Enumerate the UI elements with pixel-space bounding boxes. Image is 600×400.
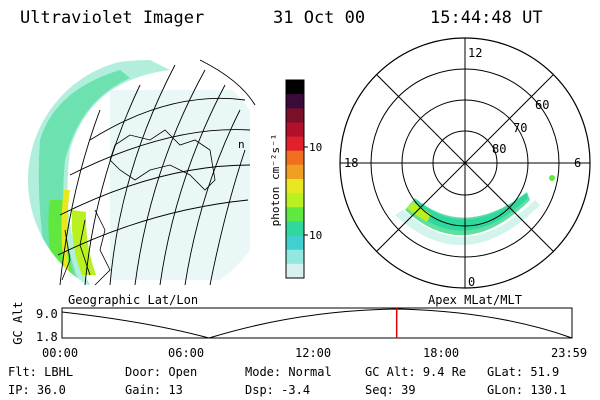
status-gain: Gain: 13	[125, 383, 183, 397]
timeline-xtick-3: 18:00	[423, 346, 460, 360]
status-dsp: Dsp: -3.4	[245, 383, 311, 397]
colorbar-cell	[286, 164, 304, 180]
colorbar-cell	[286, 150, 304, 166]
colorbar-cell	[286, 207, 304, 222]
colorbar-cell	[286, 94, 304, 109]
lat-label-60: 60	[535, 98, 549, 112]
timeline-xtick-2: 12:00	[295, 346, 332, 360]
mlt-label-6: 6	[574, 156, 581, 170]
svg-text:n: n	[238, 138, 245, 151]
timeline-ytick-top: 9.0	[36, 307, 58, 321]
status-ip: IP: 36.0	[8, 383, 66, 397]
colorbar-tick-100: 100	[309, 141, 322, 154]
status-gc-alt: GC Alt: 9.4 Re	[365, 365, 467, 379]
colorbar-cell	[286, 108, 304, 123]
timeline-xtick-4: 23:59	[551, 346, 588, 360]
colorbar-cell	[286, 179, 304, 194]
colorbar-cell	[286, 80, 304, 95]
colorbar-cell	[286, 249, 304, 265]
colorbar-cell	[286, 221, 304, 237]
status-flt: Flt: LBHL	[8, 365, 74, 379]
app-title: Ultraviolet Imager	[20, 8, 205, 28]
geographic-image: n	[28, 58, 265, 292]
status-glat: GLat: 51.9	[487, 365, 560, 379]
colorbar-cell	[286, 122, 304, 138]
colorbar-unit-label: photon cm⁻²s⁻¹	[269, 134, 282, 227]
lat-label-80: 80	[492, 142, 506, 156]
status-door: Door: Open	[125, 365, 198, 379]
timeline-xtick-1: 06:00	[168, 346, 205, 360]
colorbar-cell	[286, 193, 304, 208]
time-label: 15:44:48 UT	[430, 8, 543, 28]
mlt-label-12: 12	[468, 46, 482, 60]
altitude-timeline: GC Alt 9.0 1.8	[11, 301, 573, 345]
date-label: 31 Oct 00	[273, 8, 366, 28]
status-glon: GLon: 130.1	[487, 383, 567, 397]
timeline-axis-label: GC Alt	[11, 301, 25, 344]
colorbar-cell	[286, 136, 304, 152]
timeline-ytick-bottom: 1.8	[36, 330, 58, 344]
polar-plot: 12 18 6 0 60 70 80	[339, 37, 591, 289]
timeline-xtick-0: 00:00	[42, 346, 79, 360]
polar-caption: Apex MLat/MLT	[428, 293, 522, 307]
geo-caption: Geographic Lat/Lon	[68, 293, 199, 307]
colorbar: 100 10 photon cm⁻²s⁻¹	[269, 79, 322, 279]
colorbar-cell	[286, 263, 304, 279]
mlt-label-0: 0	[468, 275, 475, 289]
status-mode: Mode: Normal	[245, 365, 332, 379]
lat-label-70: 70	[513, 121, 527, 135]
mlt-label-18: 18	[344, 156, 358, 170]
colorbar-cell	[286, 235, 304, 251]
status-seq: Seq: 39	[365, 383, 416, 397]
colorbar-tick-10: 10	[309, 229, 322, 242]
